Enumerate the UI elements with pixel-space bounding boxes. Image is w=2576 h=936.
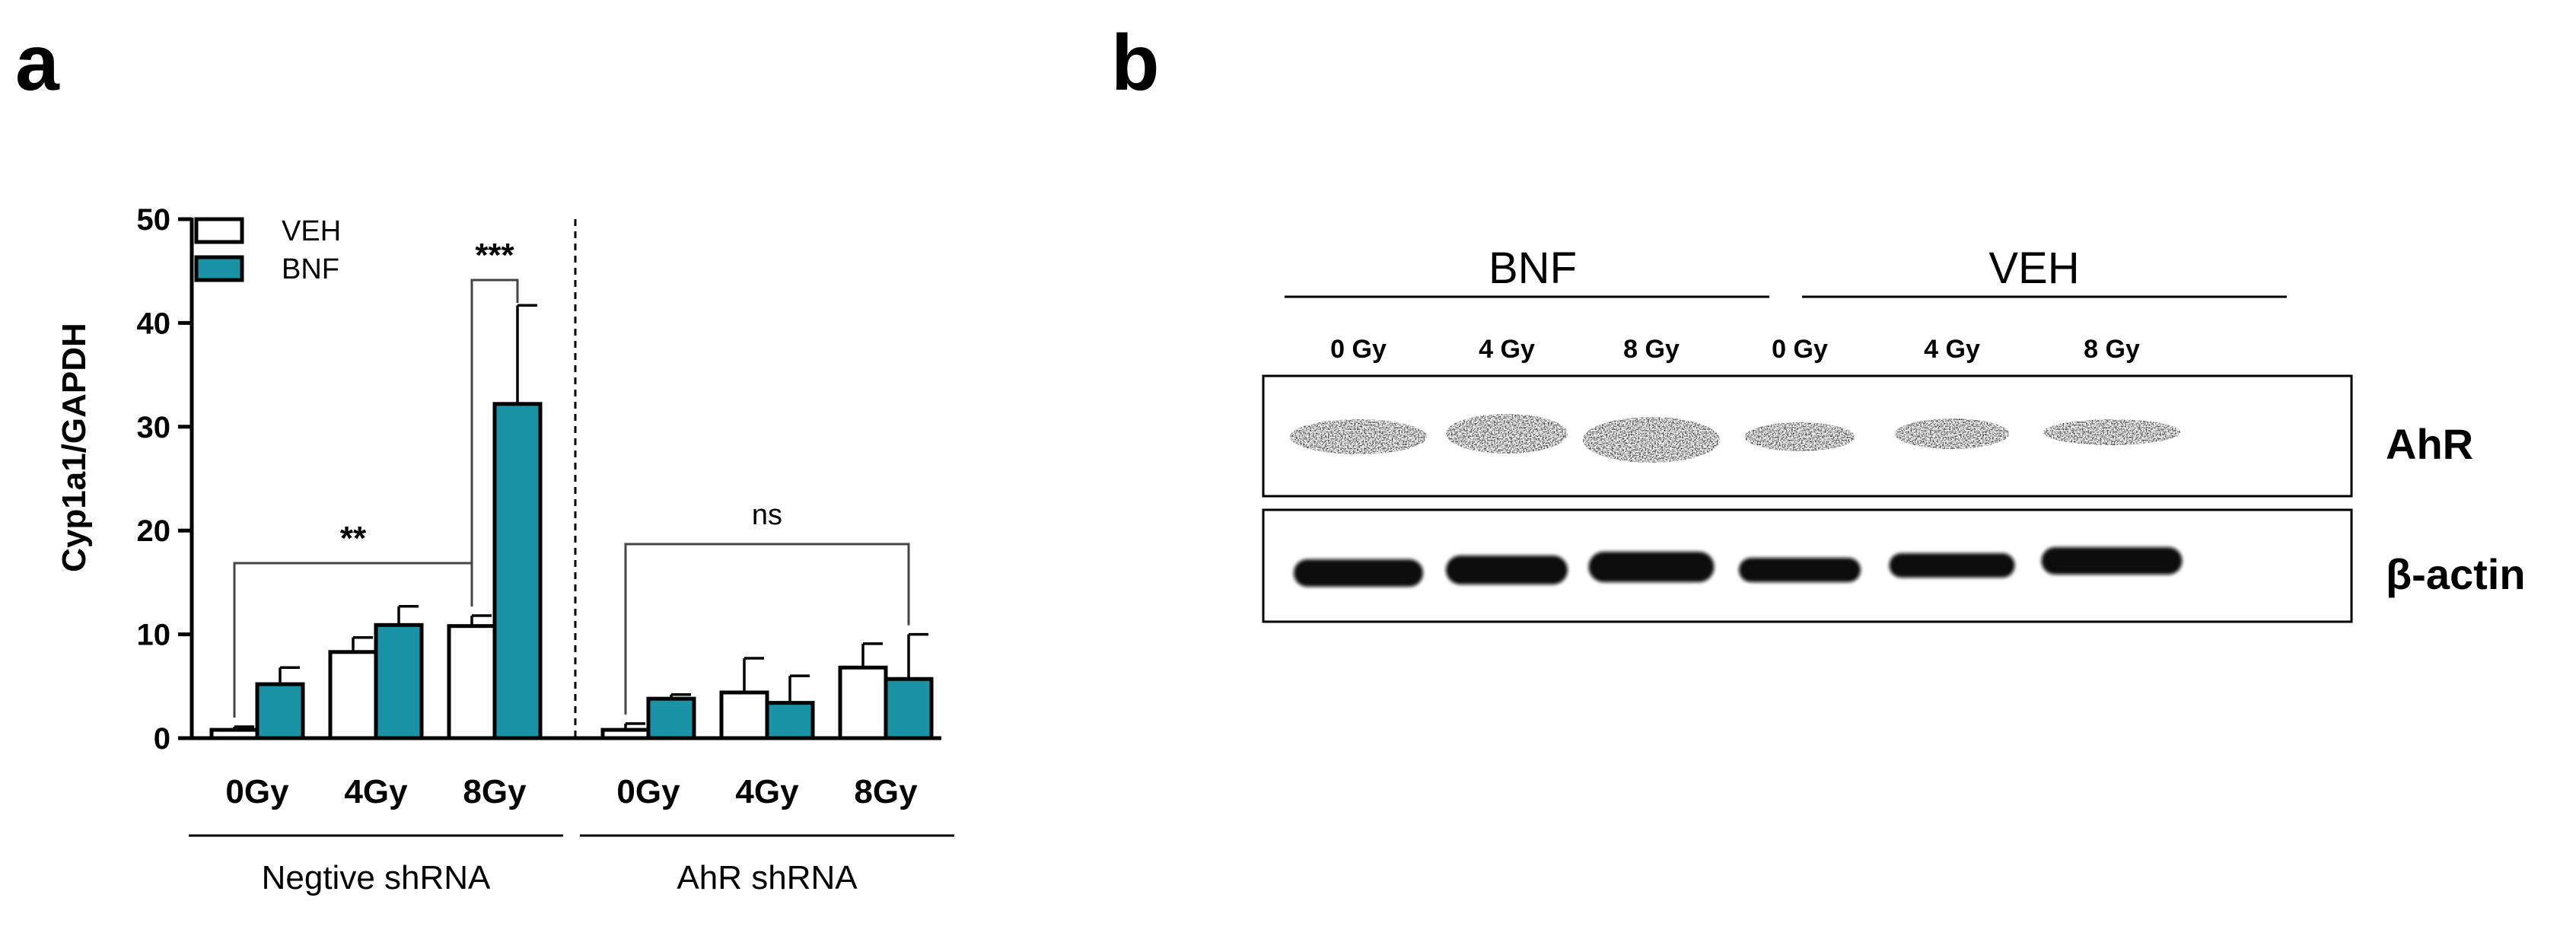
treatment-label-veh: VEH [1989, 244, 2079, 293]
y-tick-label: 40 [137, 307, 171, 340]
bars [209, 402, 934, 740]
lane-label: 0 Gy [1330, 335, 1387, 364]
western-blot: BNF VEH 0 Gy 4 Gy 8 Gy 0 Gy 4 Gy 8 Gy AhR β-a… [1262, 244, 2526, 623]
bar-negtive-0gy-veh [209, 727, 260, 740]
panel-a-letter: a [15, 19, 60, 107]
band-actin [2041, 547, 2183, 575]
y-tick-label: 0 [154, 722, 170, 756]
y-tick-label: 30 [137, 411, 171, 444]
y-axis-label: Cyp1a1/GAPDH [56, 323, 93, 572]
bar-negtive-8gy-bnf [492, 402, 543, 740]
bar-negtive-0gy-bnf [255, 682, 305, 740]
x-category-label: 4Gy [344, 773, 408, 810]
band-ahr [1744, 422, 1855, 451]
x-category-label: 0Gy [225, 773, 289, 810]
x-category-label: 8Gy [463, 773, 527, 810]
bar-ahr-8gy-bnf [884, 677, 934, 740]
bar-ahr-4gy-bnf [765, 701, 815, 740]
error-bars [233, 304, 928, 731]
blot-bands [1290, 414, 2183, 587]
bar-negtive-4gy-veh [328, 650, 378, 740]
group-label: Negtive shRNA [262, 859, 491, 896]
legend-swatch-bnf [194, 255, 244, 282]
band-ahr [2043, 419, 2180, 445]
x-category-label: 0Gy [616, 773, 680, 810]
significance-annotations: *****ns [233, 237, 910, 718]
category-labels: 0Gy 4Gy 8Gy 0Gy 4Gy 8Gy [225, 773, 918, 810]
bar-ahr-8gy-veh [838, 665, 888, 740]
lane-label: 4 Gy [1924, 335, 1980, 364]
significance-bracket [624, 543, 910, 715]
y-tick-label: 50 [137, 203, 171, 237]
lane-label: 4 Gy [1479, 335, 1535, 364]
lane-label: 8 Gy [2084, 335, 2140, 364]
bar-negtive-8gy-veh [447, 624, 497, 740]
treatment-label-bnf: BNF [1489, 244, 1577, 293]
band-actin [1739, 558, 1861, 582]
bar-chart: Cyp1a1/GAPDH 0 10 20 30 40 50 0Gy 4Gy 8Gy 0Gy 4Gy… [56, 203, 954, 896]
lane-label: 8 Gy [1623, 335, 1680, 364]
legend-label-veh: VEH [282, 215, 341, 247]
band-actin [1446, 556, 1568, 584]
band-actin [1889, 553, 2015, 578]
significance-bracket [470, 279, 519, 607]
y-tick-label: 20 [137, 514, 171, 548]
panel-b-letter: b [1111, 19, 1160, 107]
row-label-actin: β-actin [2386, 550, 2526, 598]
y-tick-label: 10 [137, 619, 171, 652]
bar-ahr-0gy-veh [600, 727, 651, 740]
bar-ahr-0gy-bnf [646, 696, 696, 740]
band-ahr [1583, 417, 1720, 463]
legend-label-bnf: BNF [282, 253, 339, 285]
bar-ahr-4gy-veh [719, 690, 769, 740]
bar-negtive-4gy-bnf [374, 622, 424, 740]
group-labels: Negtive shRNA AhR shRNA [189, 834, 954, 896]
group-label: AhR shRNA [677, 859, 858, 896]
band-ahr [1290, 419, 1427, 454]
legend: VEH BNF [194, 215, 341, 285]
row-label-ahr: AhR [2386, 420, 2473, 468]
significance-label: *** [475, 237, 514, 274]
band-actin [1294, 559, 1423, 587]
band-ahr [1446, 414, 1568, 454]
legend-swatch-veh [194, 217, 244, 244]
significance-label: ns [752, 499, 782, 531]
significance-label: ** [340, 520, 367, 557]
y-axis: 0 10 20 30 40 50 [137, 203, 194, 756]
x-category-label: 4Gy [735, 773, 799, 810]
x-category-label: 8Gy [854, 773, 918, 810]
band-actin [1588, 552, 1715, 582]
band-ahr [1895, 419, 2009, 449]
lane-labels: 0 Gy 4 Gy 8 Gy 0 Gy 4 Gy 8 Gy [1330, 335, 2140, 364]
lane-label: 0 Gy [1772, 335, 1828, 364]
